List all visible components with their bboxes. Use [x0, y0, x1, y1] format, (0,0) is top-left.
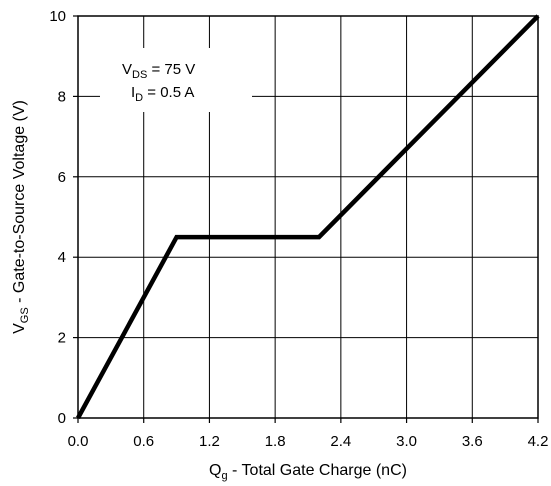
y-tick-label: 4 [58, 249, 66, 266]
annotation-vds-main: V [122, 61, 132, 78]
annotation-vds-sub: DS [132, 69, 147, 81]
x-axis-title: Qg - Total Gate Charge (nC) [209, 462, 407, 482]
x-tick-label: 4.2 [528, 433, 549, 450]
annotation-vds-rest: = 75 V [147, 61, 195, 78]
y-tick-labels: 0 2 4 6 8 10 [49, 8, 78, 427]
x-tick-label: 3.0 [396, 433, 417, 450]
x-tick-label: 2.4 [330, 433, 351, 450]
x-tick-label: 1.2 [199, 433, 220, 450]
y-tick-label: 0 [58, 410, 66, 427]
y-axis-title-sub: GS [19, 307, 31, 323]
y-tick-label: 10 [49, 8, 66, 25]
y-tick-label: 2 [58, 330, 66, 347]
y-axis-title-main: V [11, 323, 28, 334]
x-tick-label: 3.6 [462, 433, 483, 450]
y-tick-label: 8 [58, 88, 66, 105]
series-line-vgs [76, 14, 540, 420]
x-tick-label: 0.6 [133, 433, 154, 450]
x-axis-title-rest: - Total Gate Charge (nC) [228, 462, 407, 479]
series-group [76, 14, 540, 420]
x-tick-label: 1.8 [265, 433, 286, 450]
x-axis-title-sub: g [221, 470, 227, 482]
plot-frame [77, 15, 539, 419]
y-tick-label: 6 [58, 169, 66, 186]
y-axis-title-rest: - Gate-to-Source Voltage (V) [11, 100, 28, 307]
annotation-id-sub: D [135, 92, 143, 104]
annotation-vds: VDS = 75 V [122, 61, 195, 81]
x-tick-labels: 0.0 0.6 1.2 1.8 2.4 3.0 3.6 4.2 [68, 418, 549, 450]
y-axis-title: VGS - Gate-to-Source Voltage (V) [11, 100, 31, 334]
annotation-background [100, 48, 252, 112]
annotation-id-rest: = 0.5 A [143, 84, 194, 101]
x-axis-title-main: Q [209, 462, 221, 479]
annotation-id: ID = 0.5 A [131, 84, 194, 104]
x-tick-label: 0.0 [68, 433, 89, 450]
annotation-id-main: I [131, 84, 135, 101]
